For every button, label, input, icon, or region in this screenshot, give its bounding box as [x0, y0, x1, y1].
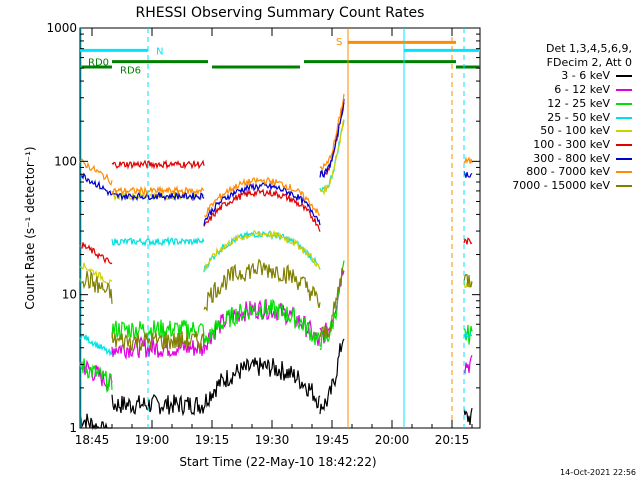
- rd6-label: RD6: [120, 65, 141, 76]
- plot-frame: [79, 27, 481, 429]
- legend-label: 3 - 6 keV: [561, 69, 610, 83]
- series-line: [111, 319, 205, 340]
- series-line: [79, 333, 113, 357]
- y-tick-label: 100: [54, 154, 77, 168]
- series-line: [463, 273, 473, 288]
- series-line: [79, 172, 113, 197]
- s-label: S: [336, 37, 342, 48]
- series-line: [79, 242, 113, 265]
- generation-timestamp: 14-Oct-2021 22:56: [560, 468, 636, 477]
- x-tick-label: 20:00: [375, 433, 410, 447]
- x-tick-label: 18:45: [75, 433, 110, 447]
- x-tick-label: 19:00: [135, 433, 170, 447]
- legend-item: 300 - 800 keV: [512, 152, 632, 166]
- legend-item: 7000 - 15000 keV: [512, 179, 632, 193]
- series-line: [203, 229, 321, 272]
- series-line: [463, 237, 473, 245]
- x-tick-label: 19:45: [315, 433, 350, 447]
- x-tick-label: 20:15: [435, 433, 470, 447]
- series-line: [463, 156, 473, 165]
- series-line: [79, 262, 113, 285]
- x-tick-label: 19:15: [195, 433, 230, 447]
- series-line: [111, 185, 205, 196]
- series-line: [111, 159, 205, 170]
- series-3to6keV: [79, 338, 473, 431]
- legend-label: 800 - 7000 keV: [526, 165, 610, 179]
- y-tick-label: 10: [62, 288, 77, 302]
- legend-item: 25 - 50 keV: [512, 111, 632, 125]
- legend-label: 100 - 300 keV: [533, 137, 610, 151]
- legend-swatch: [616, 75, 632, 78]
- series-line: [111, 335, 205, 360]
- series-layer: [79, 93, 473, 431]
- chart-title: RHESSI Observing Summary Count Rates: [136, 5, 425, 21]
- legend-swatch: [616, 185, 632, 188]
- legend-item: 12 - 25 keV: [512, 97, 632, 111]
- legend-items: 3 - 6 keV 6 - 12 keV 12 - 25 keV 25 - 50 ke…: [512, 69, 632, 192]
- series-line: [79, 270, 113, 304]
- series-line: [203, 298, 321, 347]
- series-line: [111, 236, 205, 248]
- series-line: [79, 158, 113, 186]
- y-tick-label: 1000: [46, 21, 77, 35]
- series-line: [79, 358, 113, 393]
- legend-item: 3 - 6 keV: [512, 69, 632, 83]
- rd0-label: RD0: [88, 58, 109, 69]
- legend-swatch: [616, 102, 632, 105]
- series-line: [111, 330, 205, 353]
- legend-header-2: FDecim 2, Att 0: [546, 55, 632, 69]
- series-line: [111, 190, 205, 202]
- axis-layer: 18:45 19:00 19:15 19:30 19:45 20:00 20:15 1 10 10…: [46, 21, 480, 447]
- series-line: [203, 181, 321, 226]
- series-line: [319, 267, 345, 339]
- series-line: [319, 93, 345, 171]
- series-line: [79, 413, 112, 431]
- legend-swatch: [616, 157, 632, 160]
- x-axis-label: Start Time (22-May-10 18:42:22): [179, 455, 376, 469]
- annotation-layer: RD0 RD6 N S: [80, 28, 480, 428]
- series-line: [319, 119, 345, 196]
- series-line: [463, 354, 473, 375]
- series-300to800keV: [79, 98, 473, 226]
- series-line: [111, 393, 205, 417]
- legend-swatch: [616, 143, 632, 146]
- y-tick-label: 1: [69, 421, 77, 435]
- legend-swatch: [616, 130, 632, 133]
- series-line: [203, 357, 321, 409]
- legend: Det 1,3,4,5,6,9, FDecim 2, Att 0 3 - 6 k…: [512, 42, 632, 193]
- legend-item: 100 - 300 keV: [512, 138, 632, 152]
- series-line: [203, 258, 321, 312]
- series-line: [203, 187, 321, 232]
- series-line: [463, 407, 473, 425]
- series-12to25keV: [79, 260, 473, 393]
- series-7000to15000keV: [79, 258, 473, 353]
- legend-label: 50 - 100 keV: [540, 124, 610, 138]
- legend-label: 12 - 25 keV: [547, 96, 610, 110]
- legend-item: 800 - 7000 keV: [512, 165, 632, 179]
- series-line: [463, 171, 473, 178]
- x-tick-label: 19:30: [255, 433, 290, 447]
- legend-item: 6 - 12 keV: [512, 83, 632, 97]
- legend-label: 300 - 800 keV: [533, 151, 610, 165]
- legend-label: 6 - 12 keV: [554, 83, 610, 97]
- series-100to300keV: [79, 102, 473, 265]
- legend-header-1: Det 1,3,4,5,6,9,: [545, 42, 632, 55]
- legend-item: 50 - 100 keV: [512, 124, 632, 138]
- series-line: [319, 98, 345, 179]
- series-800to7000keV: [79, 93, 473, 218]
- y-axis-label: Count Rate (s⁻¹ detector⁻¹): [23, 146, 37, 309]
- series-line: [463, 329, 473, 339]
- legend-swatch: [616, 171, 632, 174]
- legend-label: 25 - 50 keV: [547, 110, 610, 124]
- legend-swatch: [616, 116, 632, 119]
- legend-label: 7000 - 15000 keV: [512, 179, 610, 193]
- series-line: [319, 338, 345, 415]
- series-line: [203, 176, 321, 218]
- n-label: N: [156, 46, 163, 57]
- series-25to50keV: [79, 119, 473, 357]
- series-50to100keV: [79, 119, 473, 289]
- legend-swatch: [616, 89, 632, 92]
